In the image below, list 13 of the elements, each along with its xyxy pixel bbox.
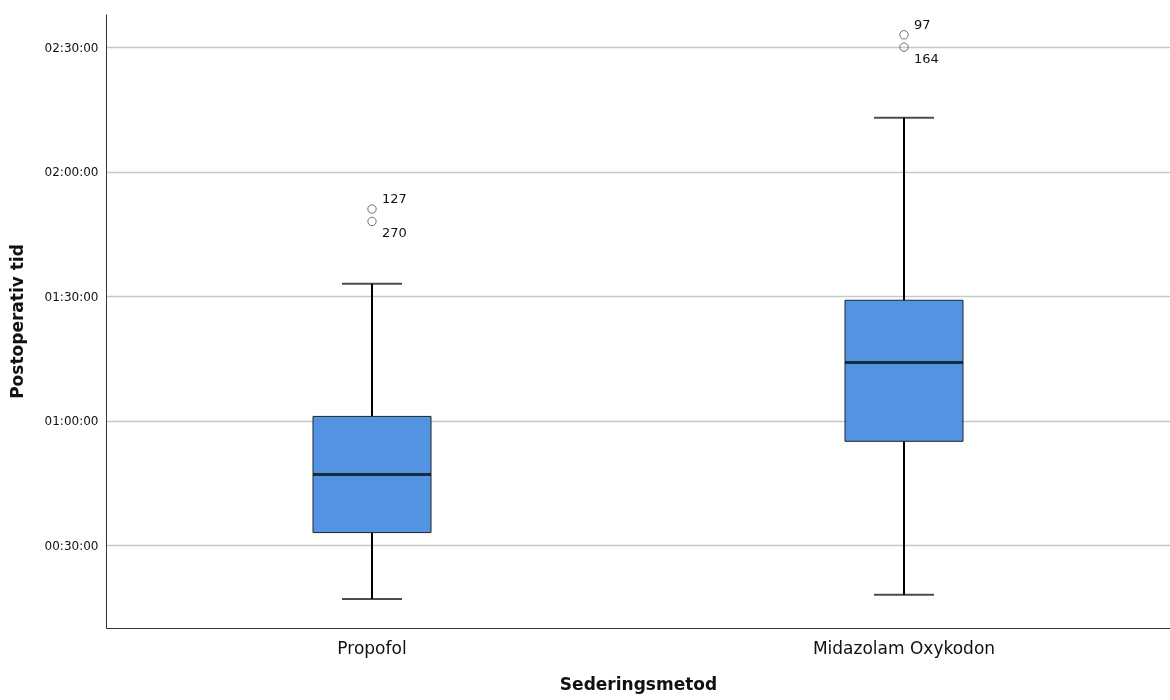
y-tick-label: 01:00:00 [44,414,99,429]
x-axis-title: Sederingsmetod [559,673,718,694]
y-tick-label: 00:30:00 [44,538,99,553]
x-tick-label: Propofol [337,637,407,658]
annotation: 164 [914,51,939,67]
annotation: 270 [382,225,407,241]
annotation: 127 [382,190,407,206]
y-tick-label: 02:00:00 [44,165,99,180]
annotation: 97 [914,16,931,32]
y-tick-label: 02:30:00 [44,40,99,55]
y-tick-label: 01:30:00 [44,289,99,304]
x-tick-label: Midazolam Oxykodon [812,637,996,658]
y-axis-title: Postoperativ tid [6,244,27,399]
